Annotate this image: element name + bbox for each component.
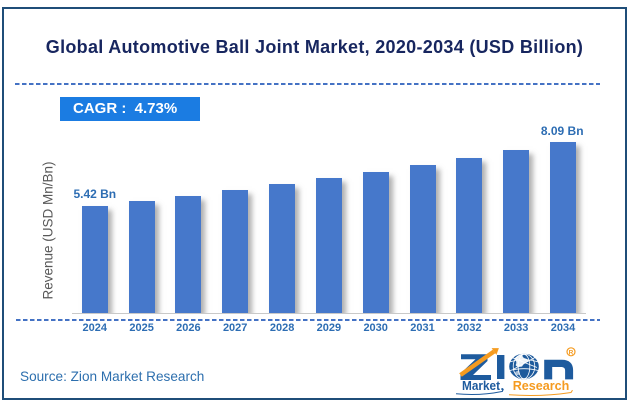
svg-text:Market: Market xyxy=(462,378,501,393)
svg-text:,: , xyxy=(501,378,505,393)
svg-text:R: R xyxy=(569,349,574,356)
svg-text:Research: Research xyxy=(513,378,570,393)
